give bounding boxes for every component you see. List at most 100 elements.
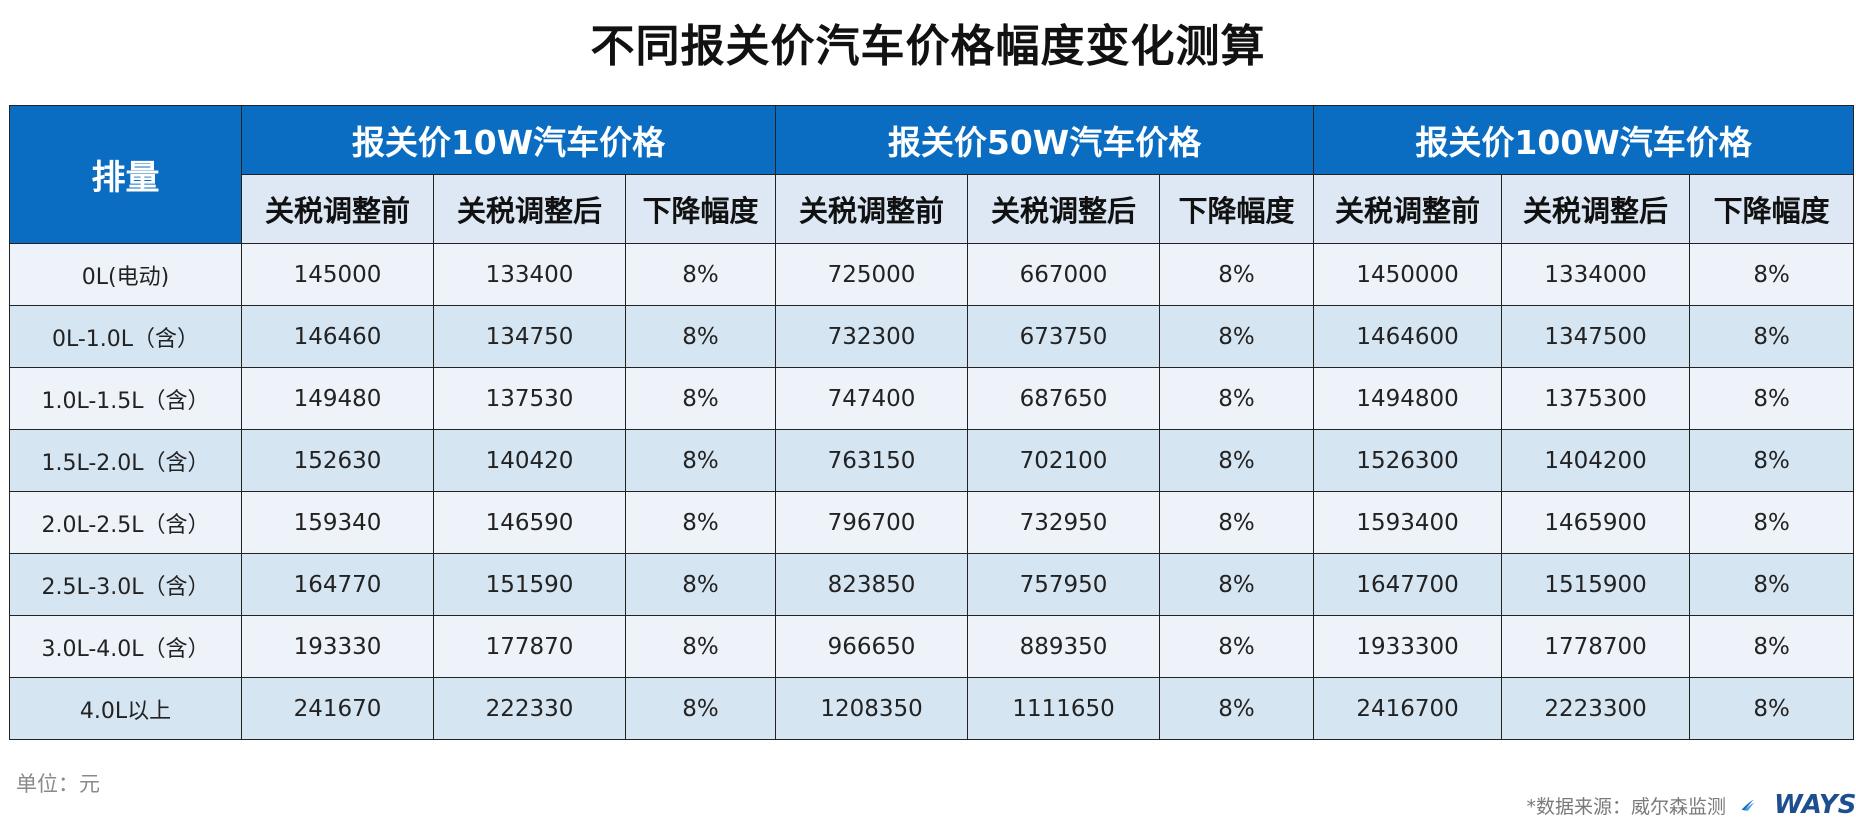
value-cell: 702100 [967,429,1161,492]
value-cell: 687650 [967,367,1161,430]
value-cell: 8% [624,491,777,554]
value-cell: 8% [1159,305,1315,368]
value-cell: 8% [1159,367,1315,430]
value-cell: 159340 [241,491,434,554]
value-cell: 8% [1159,491,1315,554]
value-cell: 145000 [241,243,434,306]
sub-header-drop-100w: 下降幅度 [1689,174,1855,244]
value-cell: 134750 [433,305,626,368]
value-cell: 152630 [241,429,434,492]
value-cell: 193330 [241,615,434,678]
value-cell: 8% [624,243,777,306]
page-title: 不同报关价汽车价格幅度变化测算 [590,21,1266,72]
value-cell: 8% [624,553,777,616]
value-cell: 1515900 [1501,553,1691,616]
sub-header-after-10w: 关税调整后 [433,174,626,244]
value-cell: 732300 [775,305,969,368]
value-cell: 146460 [241,305,434,368]
table-row: 2.0L-2.5L（含） 159340 146590 8% 796700 732950 8%… [9,491,1855,554]
table-row: 3.0L-4.0L（含） 193330 177870 8% 966650 889350 8%… [9,615,1855,678]
value-cell: 8% [1159,677,1315,740]
value-cell: 1494800 [1313,367,1503,430]
value-cell: 763150 [775,429,969,492]
value-cell: 2416700 [1313,677,1503,740]
value-cell: 1465900 [1501,491,1691,554]
value-cell: 2223300 [1501,677,1691,740]
table-row: 1.5L-2.0L（含） 152630 140420 8% 763150 702100 8%… [9,429,1855,492]
value-cell: 1464600 [1313,305,1503,368]
row-label-cell: 3.0L-4.0L（含） [9,615,242,678]
value-cell: 8% [1159,615,1315,678]
value-cell: 823850 [775,553,969,616]
value-cell: 732950 [967,491,1161,554]
table-body: 0L(电动) 145000 133400 8% 725000 667000 8% 145000… [9,243,1855,740]
table-row: 4.0L以上 241670 222330 8% 1208350 1111650 8% 2416… [9,677,1855,740]
value-cell: 747400 [775,367,969,430]
value-cell: 1111650 [967,677,1161,740]
table-row: 0L(电动) 145000 133400 8% 725000 667000 8% 145000… [9,243,1855,306]
sub-header-before-10w: 关税调整前 [241,174,434,244]
value-cell: 1334000 [1501,243,1691,306]
table-row: 1.0L-1.5L（含） 149480 137530 8% 747400 687650 8%… [9,367,1855,430]
group-header-10w: 报关价10W汽车价格 [240,105,777,175]
value-cell: 1375300 [1501,367,1691,430]
value-cell: 796700 [775,491,969,554]
sub-header-after-50w: 关税调整后 [967,174,1161,244]
value-cell: 8% [1689,305,1855,368]
value-cell: 8% [1159,429,1315,492]
row-label-cell: 2.0L-2.5L（含） [9,491,242,554]
value-cell: 241670 [241,677,434,740]
value-cell: 140420 [433,429,626,492]
value-cell: 8% [1689,553,1855,616]
row-label-cell: 0L(电动) [9,243,242,306]
value-cell: 1208350 [775,677,969,740]
source-note: *数据来源：威尔森监测 [1526,796,1726,818]
ways-logo-icon [1741,799,1755,811]
value-cell: 8% [1159,243,1315,306]
sub-header-before-50w: 关税调整前 [775,174,969,244]
sub-header-after-100w: 关税调整后 [1501,174,1691,244]
table-row: 0L-1.0L（含） 146460 134750 8% 732300 673750 8% 14… [9,305,1855,368]
sub-header-drop-10w: 下降幅度 [624,174,777,244]
logo-text: WAYS [1774,790,1856,820]
value-cell: 1778700 [1501,615,1691,678]
value-cell: 151590 [433,553,626,616]
unit-note: 单位：元 [16,772,100,796]
sub-header-row: 关税调整前 关税调整后 下降幅度 关税调整前 关税调整后 下降幅度 关税调整前 … [10,174,1855,244]
value-cell: 8% [624,367,777,430]
value-cell: 1450000 [1313,243,1503,306]
value-cell: 8% [624,429,777,492]
value-cell: 1404200 [1501,429,1691,492]
value-cell: 1526300 [1313,429,1503,492]
value-cell: 177870 [433,615,626,678]
row-header-cell: 排量 [9,105,242,244]
price-table: 排量 报关价10W汽车价格 报关价50W汽车价格 报关价100W汽车价格 关税调… [9,105,1855,740]
value-cell: 8% [1689,429,1855,492]
value-cell: 164770 [241,553,434,616]
value-cell: 725000 [775,243,969,306]
value-cell: 757950 [967,553,1161,616]
group-header-50w: 报关价50W汽车价格 [775,105,1315,175]
value-cell: 8% [1689,677,1855,740]
value-cell: 8% [624,615,777,678]
value-cell: 673750 [967,305,1161,368]
value-cell: 222330 [433,677,626,740]
table-row: 2.5L-3.0L（含） 164770 151590 8% 823850 757950 8%… [9,553,1855,616]
value-cell: 146590 [433,491,626,554]
value-cell: 8% [1689,615,1855,678]
row-label-cell: 0L-1.0L（含） [9,305,242,368]
value-cell: 1647700 [1313,553,1503,616]
value-cell: 1933300 [1313,615,1503,678]
value-cell: 137530 [433,367,626,430]
value-cell: 1347500 [1501,305,1691,368]
sub-header-before-100w: 关税调整前 [1313,174,1503,244]
value-cell: 889350 [967,615,1161,678]
value-cell: 149480 [241,367,434,430]
value-cell: 8% [624,305,777,368]
row-label-cell: 2.5L-3.0L（含） [9,553,242,616]
value-cell: 667000 [967,243,1161,306]
group-header-row: 排量 报关价10W汽车价格 报关价50W汽车价格 报关价100W汽车价格 [9,105,1855,244]
row-label-cell: 1.5L-2.0L（含） [9,429,242,492]
value-cell: 8% [1689,491,1855,554]
value-cell: 1593400 [1313,491,1503,554]
